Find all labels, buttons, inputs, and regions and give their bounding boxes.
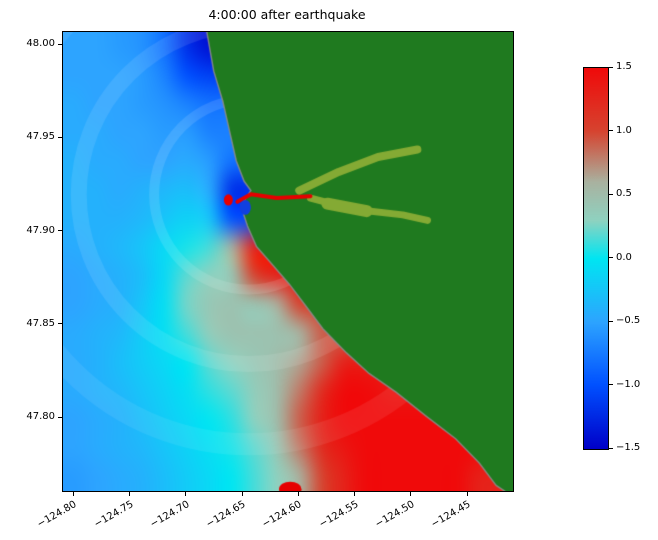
y-tick-label: 47.95: [26, 131, 55, 143]
colorbar-tick: [609, 257, 613, 258]
x-tick: [72, 492, 74, 496]
colorbar-tick-label: 0.5: [616, 188, 632, 199]
x-tick: [354, 492, 355, 496]
y-tick: [58, 323, 62, 325]
plot-title: 4:00:00 after earthquake: [208, 7, 366, 22]
y-tick: [58, 136, 62, 138]
colorbar-tick-label: 1.5: [616, 61, 632, 72]
colorbar-gradient: [584, 68, 608, 449]
colorbar-tick-label: −1.0: [616, 378, 641, 390]
colorbar-tick-label: −1.5: [616, 442, 641, 453]
colorbar-tick-label: −0.5: [616, 315, 641, 326]
x-tick: [297, 492, 299, 496]
y-tick-label: 47.80: [26, 411, 55, 423]
x-tick: [185, 492, 187, 496]
x-tick: [466, 492, 468, 496]
colorbar: [583, 67, 609, 450]
colorbar-tick: [609, 384, 613, 385]
y-tick-label: 47.85: [26, 317, 55, 329]
y-tick: [58, 230, 62, 232]
colorbar-tick-label: 1.0: [616, 124, 632, 136]
colorbar-tick-label: 0.0: [616, 251, 632, 263]
x-tick: [129, 492, 130, 496]
colorbar-tick: [609, 447, 613, 449]
colorbar-tick: [609, 130, 613, 131]
y-tick: [58, 416, 62, 418]
y-tick-label: 48.00: [26, 38, 55, 50]
colorbar-tick: [609, 66, 613, 68]
y-tick: [58, 43, 62, 45]
x-tick: [241, 492, 243, 496]
heatmap-canvas: [63, 32, 513, 491]
x-tick: [410, 492, 412, 496]
colorbar-tick: [609, 193, 613, 195]
colorbar-tick: [609, 320, 613, 322]
axes-area: [62, 31, 514, 492]
y-tick-label: 47.90: [26, 224, 55, 236]
